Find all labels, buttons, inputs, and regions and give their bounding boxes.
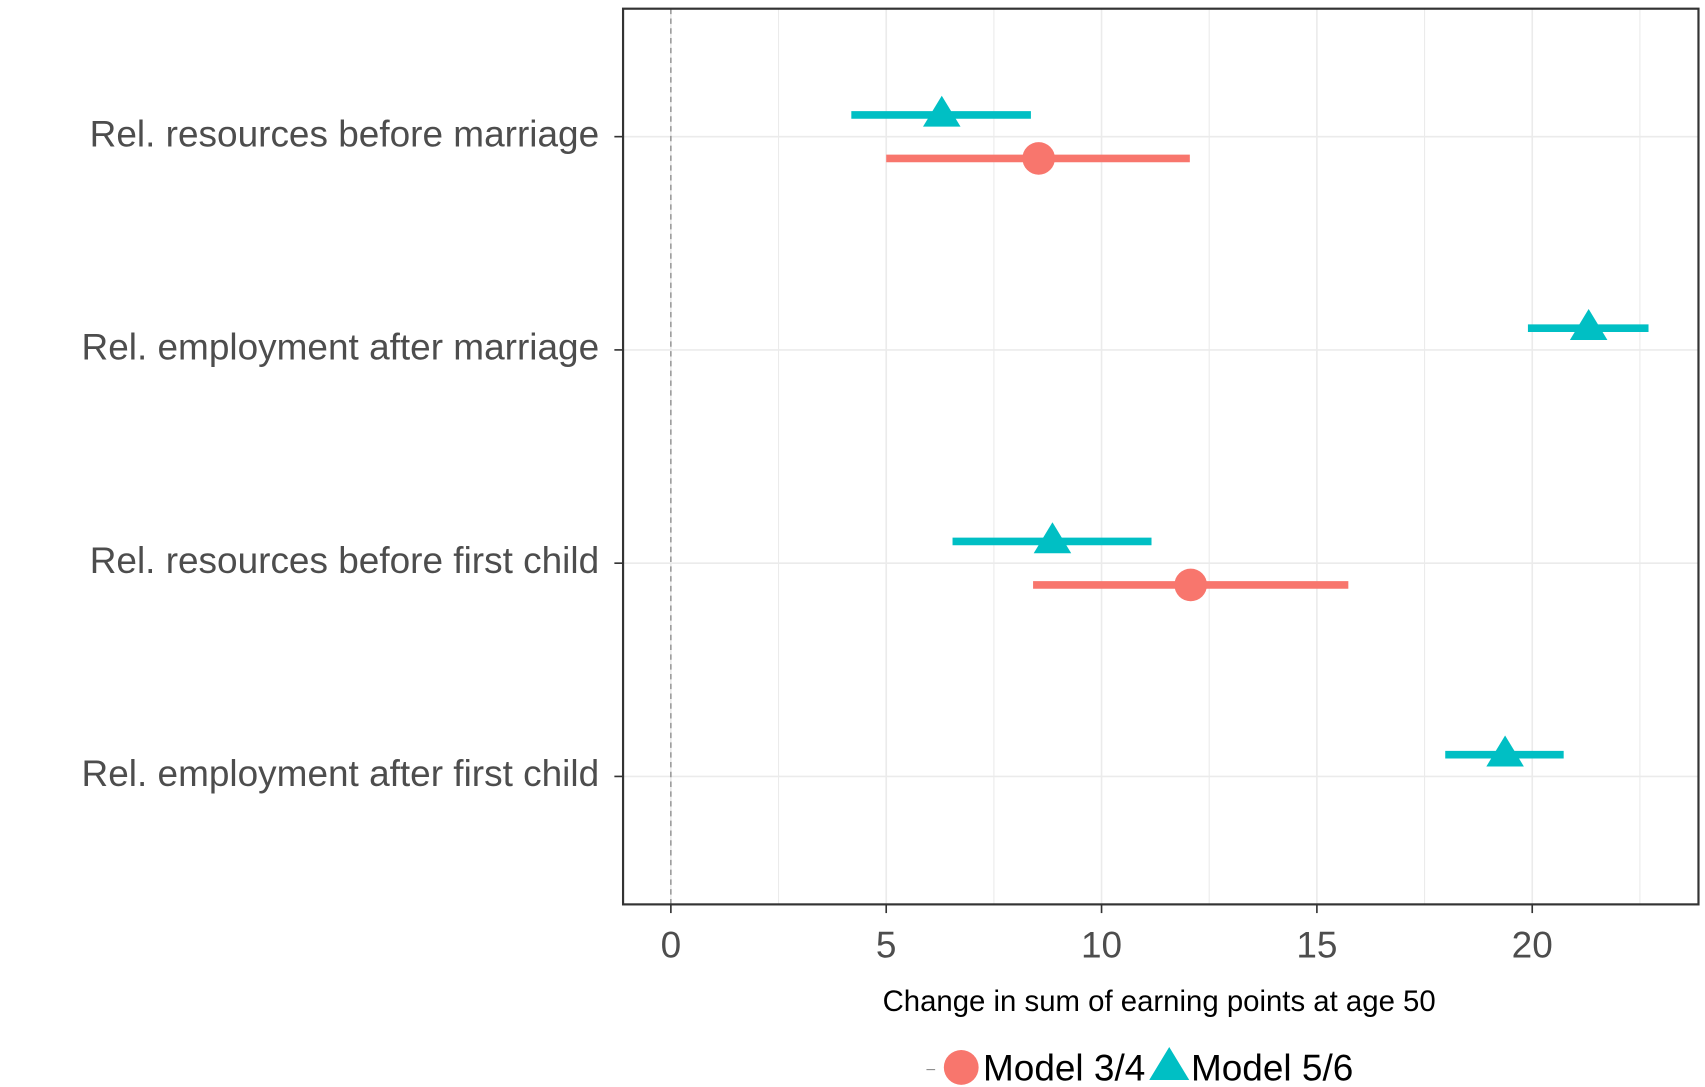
legend-label: Model 3/4 — [983, 1047, 1145, 1087]
y-tick-label: Rel. employment after marriage — [82, 327, 600, 368]
legend-symbol — [1149, 1046, 1190, 1080]
x-tick-label: 0 — [661, 925, 682, 966]
point — [1022, 142, 1055, 175]
plot-border — [621, 7, 1700, 906]
y-tick-label: Rel. resources before marriage — [90, 113, 599, 154]
point — [1033, 522, 1072, 554]
y-tick-label: Rel. employment after first child — [82, 753, 600, 794]
point — [1174, 568, 1208, 602]
point — [923, 95, 961, 127]
legend-symbol — [943, 1050, 979, 1085]
x-axis-title: Change in sum of earning points at age 5… — [883, 985, 1436, 1018]
x-tick-label: 15 — [1296, 925, 1337, 966]
point — [1486, 735, 1524, 767]
x-tick-label: 10 — [1081, 925, 1122, 966]
x-tick-label: 20 — [1512, 925, 1553, 966]
point — [1569, 308, 1608, 340]
x-tick-label: 5 — [876, 925, 897, 966]
legend-label: Model 5/6 — [1191, 1047, 1353, 1087]
y-tick-label: Rel. resources before first child — [90, 540, 599, 581]
